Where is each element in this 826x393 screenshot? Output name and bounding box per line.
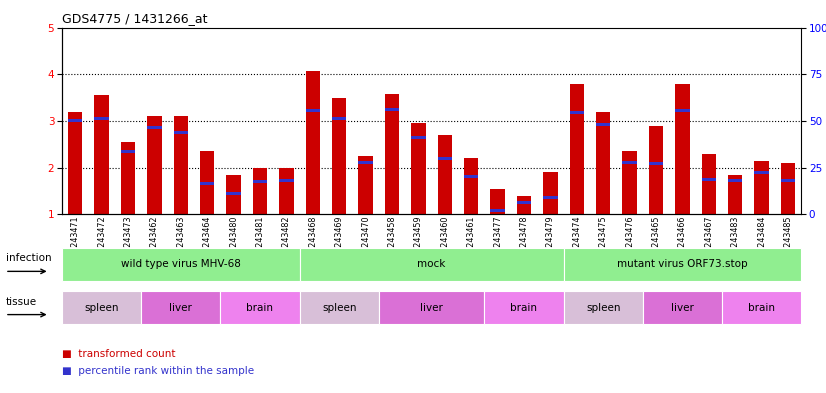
- Bar: [173, 116, 188, 214]
- Text: spleen: spleen: [322, 303, 357, 312]
- Bar: [648, 127, 663, 214]
- Bar: [94, 117, 109, 120]
- Bar: [648, 162, 663, 165]
- Bar: [121, 150, 135, 153]
- Bar: [306, 108, 320, 112]
- Text: liver: liver: [420, 303, 443, 312]
- Text: ■  transformed count: ■ transformed count: [62, 349, 175, 359]
- Bar: [226, 174, 241, 214]
- Bar: [570, 111, 584, 114]
- Text: infection: infection: [6, 253, 51, 263]
- Bar: [438, 135, 452, 214]
- Text: brain: brain: [246, 303, 273, 312]
- Bar: [68, 119, 83, 122]
- Bar: [200, 182, 215, 185]
- Bar: [491, 189, 505, 214]
- Text: GDS4775 / 1431266_at: GDS4775 / 1431266_at: [62, 12, 207, 25]
- Bar: [358, 156, 373, 214]
- Bar: [781, 178, 795, 182]
- Bar: [596, 123, 610, 126]
- Bar: [306, 71, 320, 214]
- Bar: [411, 136, 425, 139]
- Bar: [121, 142, 135, 214]
- Bar: [332, 97, 346, 214]
- Bar: [517, 196, 531, 214]
- Text: liver: liver: [671, 303, 694, 312]
- Text: mutant virus ORF73.stop: mutant virus ORF73.stop: [617, 259, 748, 269]
- Bar: [147, 126, 162, 129]
- Text: wild type virus MHV-68: wild type virus MHV-68: [121, 259, 240, 269]
- Bar: [728, 179, 743, 182]
- Bar: [253, 167, 268, 214]
- Bar: [173, 131, 188, 134]
- Bar: [675, 84, 690, 214]
- Bar: [754, 160, 769, 214]
- Text: tissue: tissue: [6, 297, 37, 307]
- Text: brain: brain: [510, 303, 538, 312]
- Bar: [464, 175, 478, 178]
- Bar: [94, 95, 109, 214]
- Bar: [544, 196, 558, 199]
- Text: ■  percentile rank within the sample: ■ percentile rank within the sample: [62, 366, 254, 376]
- Bar: [279, 167, 293, 214]
- Bar: [596, 112, 610, 214]
- Text: liver: liver: [169, 303, 192, 312]
- Bar: [517, 201, 531, 204]
- Bar: [622, 162, 637, 164]
- Bar: [358, 162, 373, 164]
- Bar: [332, 118, 346, 121]
- Bar: [781, 163, 795, 214]
- Bar: [728, 174, 743, 214]
- Text: mock: mock: [417, 259, 446, 269]
- Bar: [701, 178, 716, 181]
- Bar: [253, 180, 268, 183]
- Bar: [411, 123, 425, 214]
- Bar: [544, 172, 558, 214]
- Bar: [491, 209, 505, 212]
- Bar: [754, 171, 769, 174]
- Bar: [464, 158, 478, 214]
- Bar: [200, 151, 215, 214]
- Bar: [675, 108, 690, 112]
- Bar: [701, 154, 716, 214]
- Bar: [147, 116, 162, 214]
- Text: spleen: spleen: [586, 303, 620, 312]
- Bar: [226, 192, 241, 195]
- Text: brain: brain: [748, 303, 775, 312]
- Bar: [68, 112, 83, 214]
- Bar: [622, 151, 637, 214]
- Bar: [438, 157, 452, 160]
- Bar: [385, 108, 399, 111]
- Bar: [385, 94, 399, 214]
- Bar: [570, 84, 584, 214]
- Text: spleen: spleen: [84, 303, 119, 312]
- Bar: [279, 179, 293, 182]
